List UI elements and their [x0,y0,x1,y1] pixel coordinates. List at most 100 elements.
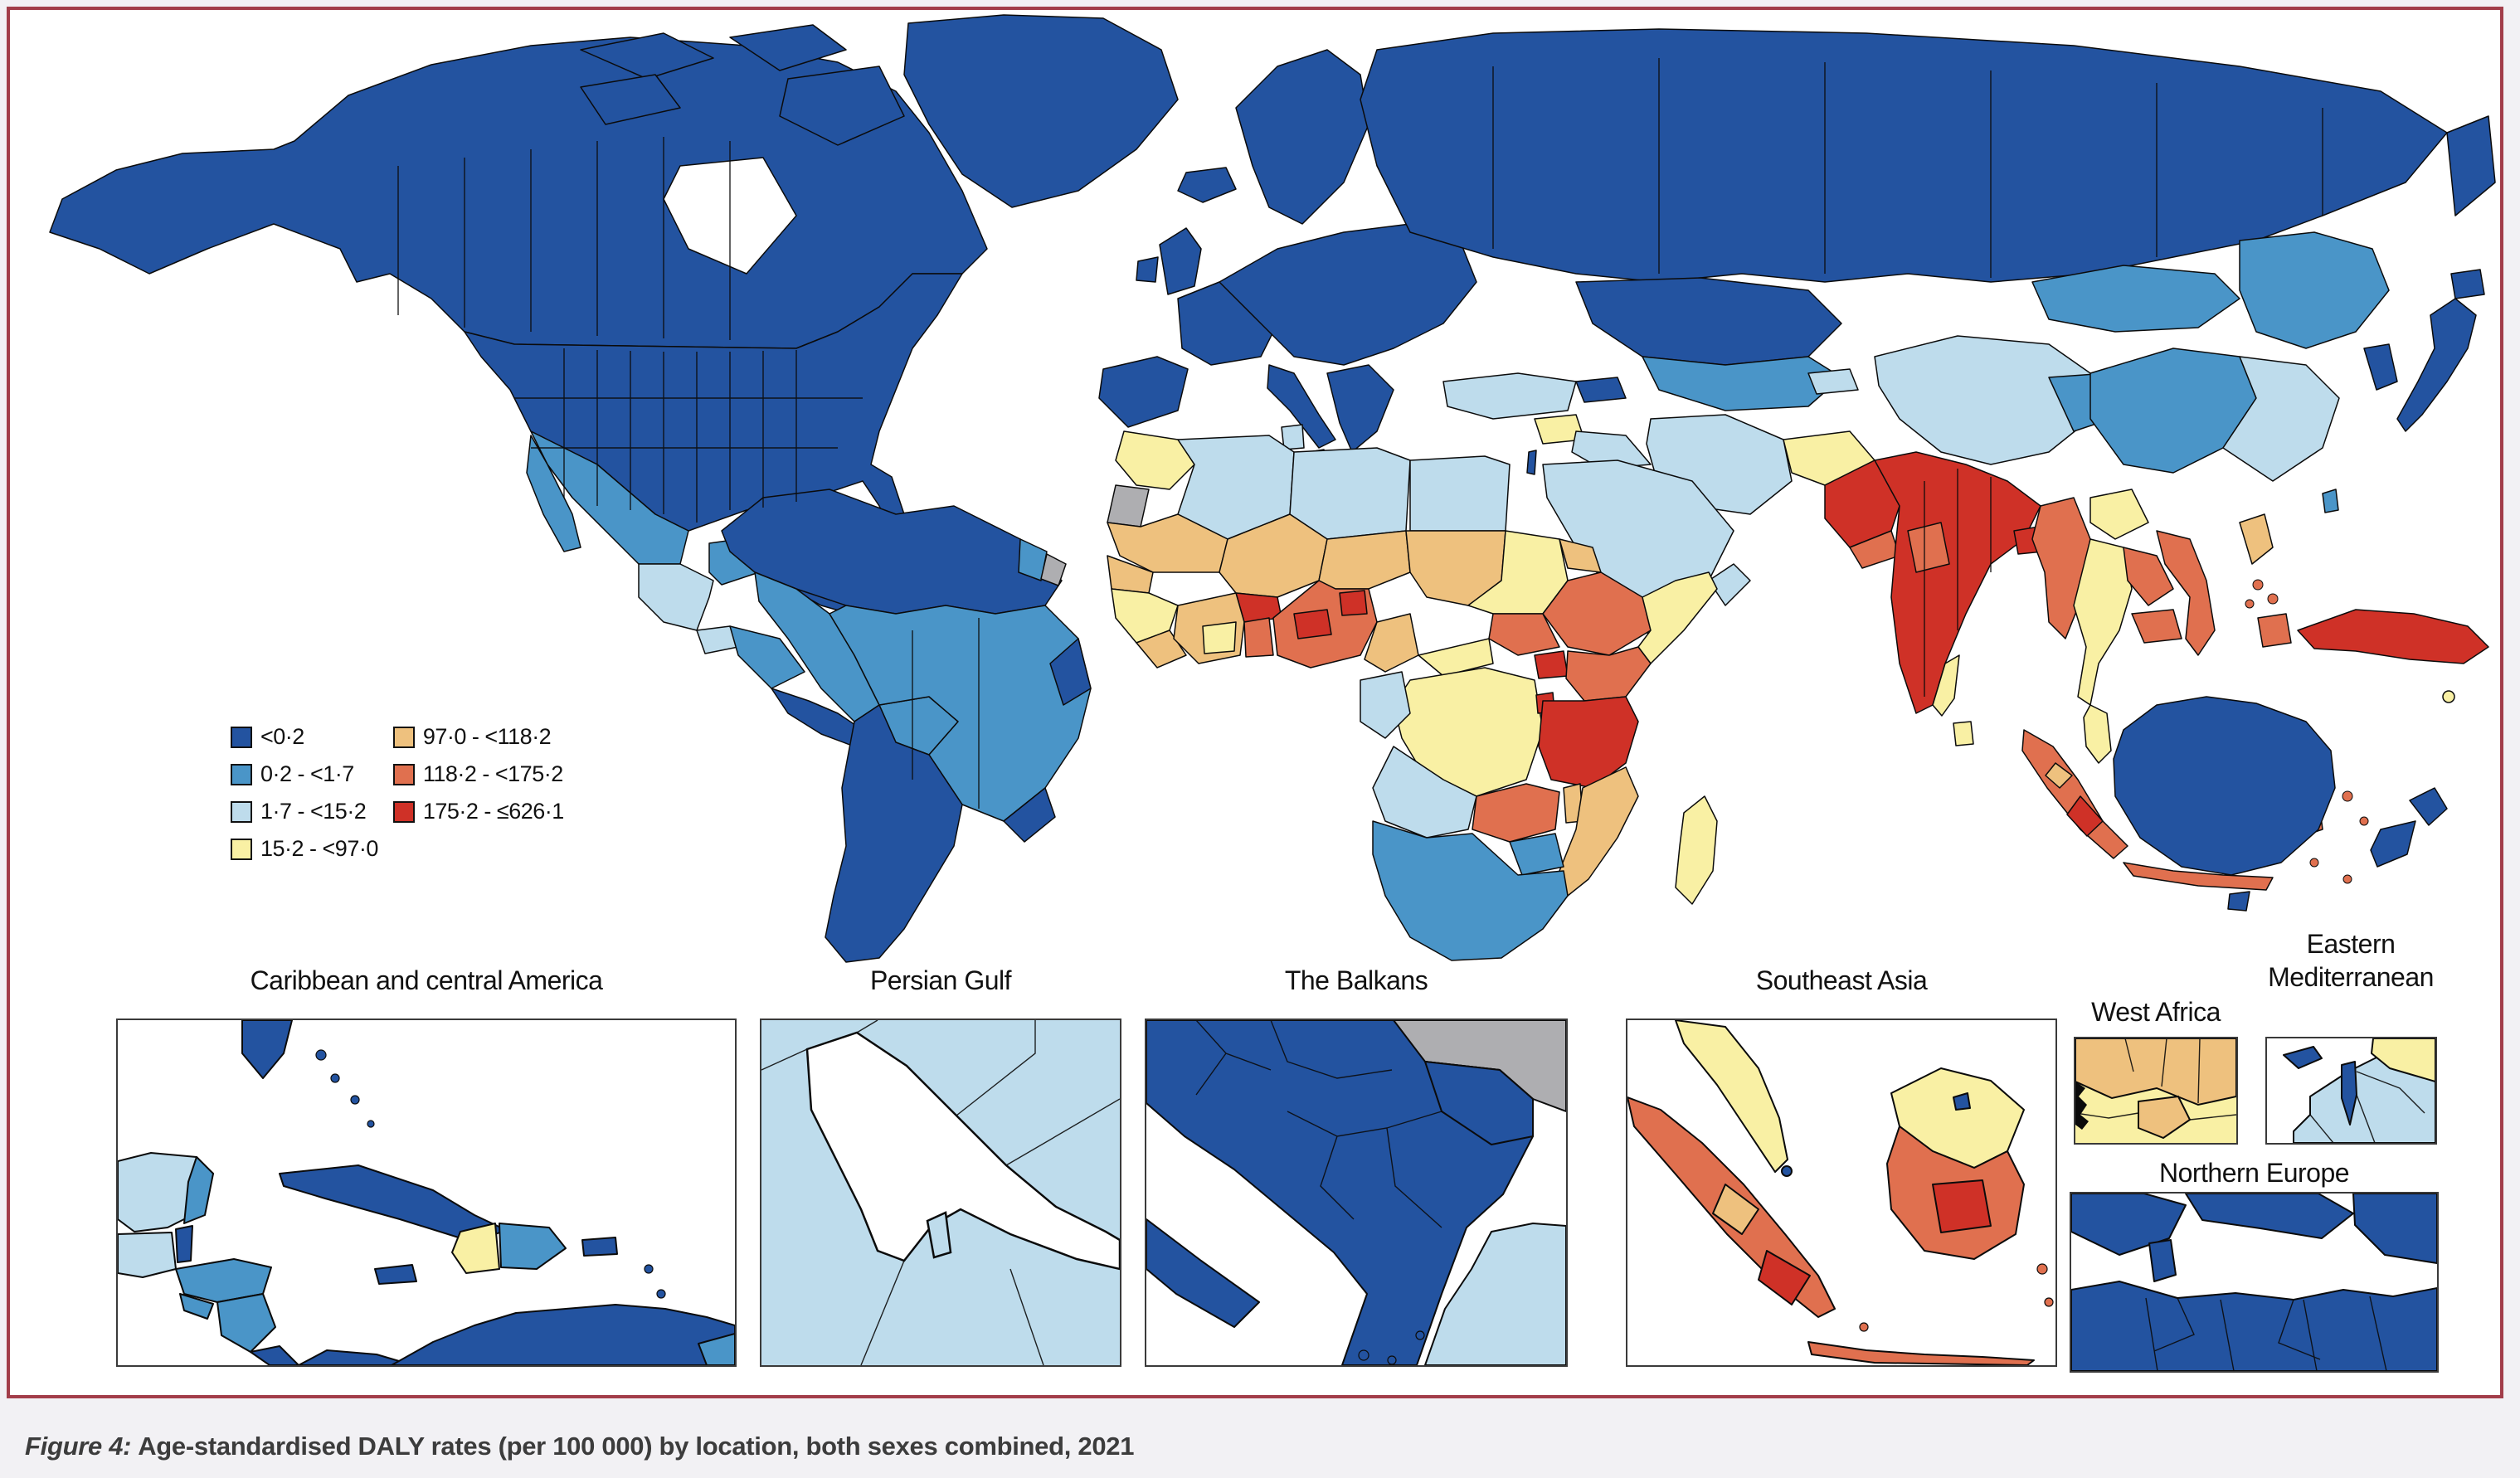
figure-caption-text: Age-standardised DALY rates (per 100 000… [138,1432,1135,1461]
inset-border-lines [2309,1071,2425,1143]
map-region [298,1349,414,1365]
legend-label: 1·7 - <15·2 [260,799,367,824]
legend-label: 0·2 - <1·7 [260,761,354,786]
map-region [1874,335,2091,465]
map-region [391,1304,735,1365]
map-region [2131,609,2182,644]
legend-swatch [231,800,252,823]
map-region [1202,621,1237,654]
map-region [1409,455,1511,532]
map-region [1859,1263,2054,1332]
map-region [183,1156,214,1224]
inset-west-africa [2074,1037,2238,1145]
map-region [2031,265,2240,333]
figure-label: Figure 4: [25,1432,132,1461]
map-region [580,74,681,125]
inset-persian-gulf [760,1019,1121,1367]
legend-label: <0·2 [260,724,304,749]
map-region [374,1264,417,1285]
map-region [2257,613,2292,648]
map-region [2297,609,2489,664]
legend-swatch [231,838,252,860]
map-region [1712,1184,1759,1235]
inset-title-eastern-mediterranean: Eastern Mediterranean [2268,929,2434,992]
map-region [1442,372,1577,420]
map-region [1146,1218,1260,1328]
legend-swatch [392,763,415,785]
legend-label: 118·2 - <175·2 [422,761,563,786]
map-region [1807,1341,2035,1365]
map-region [1159,227,1202,295]
map-region [1675,795,1718,905]
legend-item: 0·2 - <1·7 [231,756,378,793]
map-region [1807,368,1859,395]
map-region [1136,630,1187,669]
map-region [2045,762,2073,789]
legend-column-2: 97·0 - <118·2 118·2 - <175·2 175·2 - ≤62… [392,718,564,868]
map-region [216,1293,276,1353]
map-region [1708,563,1751,606]
inset-title-balkans: The Balkans [1284,965,1428,995]
map-region [1642,356,1842,411]
map-region [1472,783,1560,843]
inset-northern-europe [2070,1192,2439,1373]
legend-item: 1·7 - <15·2 [231,793,378,830]
map-region [175,1225,193,1263]
map-region [1509,833,1564,876]
legend-label: 175·2 - ≤626·1 [422,799,564,824]
figure-caption: Figure 4: Age-standardised DALY rates (pe… [25,1432,1134,1461]
map-region [1049,638,1092,706]
map-region [1243,617,1274,658]
map-region [315,1049,375,1128]
map-region [2071,1194,2187,1256]
map-region [2021,729,2128,859]
map-region [638,563,714,631]
inset-border-lines [761,1020,1120,1365]
inset-caribbean [116,1019,737,1367]
map-region [2071,1281,2437,1371]
map-region [1418,638,1494,677]
legend-item: 97·0 - <118·2 [392,718,564,756]
inset-southeast-asia [1626,1019,2057,1367]
map-region [2309,790,2369,884]
map-legend: <0·2 0·2 - <1·7 1·7 - <15·2 15·2 - <97·0… [231,718,564,868]
map-region [1559,766,1639,897]
map-region [1318,530,1411,590]
map-region [2123,547,2174,606]
inset-balkans [1145,1019,1568,1367]
map-region [179,1293,214,1320]
map-region [1289,447,1411,540]
legend-label: 15·2 - <97·0 [260,836,378,861]
map-region [2322,489,2339,513]
map-region [1538,696,1639,789]
map-region [2283,1046,2323,1069]
map-region [2450,269,2485,299]
map-region [1235,49,1369,225]
map-region [241,1020,293,1079]
map-region [2245,579,2279,609]
map-region [2363,343,2398,391]
world-map [49,14,2496,963]
map-region [2185,1194,2354,1239]
inset-border-lines [1195,1020,1442,1228]
admin-border-lines [397,58,2323,809]
map-region [2123,862,2274,891]
map-region [118,1232,177,1278]
map-region [1360,671,1411,739]
map-region [2352,1194,2437,1264]
map-region [1364,613,1419,673]
map-region [2409,787,2448,826]
map-region [2156,530,2216,656]
map-region [451,1223,500,1274]
map-region [1107,484,1150,528]
inset-eastern-mediterranean [2265,1037,2437,1145]
map-region [1565,646,1652,702]
map-region [2083,704,2112,764]
legend-swatch [231,726,252,748]
map-region [1953,1092,1971,1111]
map-region [2341,1061,2357,1126]
map-region [1219,223,1477,366]
map-region [1575,377,1627,403]
legend-swatch [231,763,252,785]
